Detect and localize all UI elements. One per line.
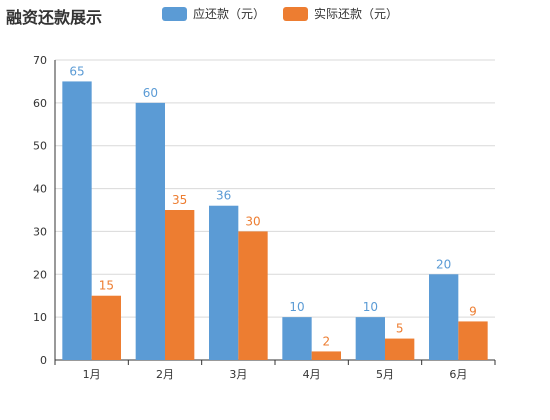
- chart-title: 融资还款展示: [6, 8, 103, 27]
- legend-swatch-expected: [162, 6, 187, 21]
- bar-expected[interactable]: [62, 81, 92, 360]
- bar-actual[interactable]: [458, 321, 488, 360]
- data-label: 60: [143, 86, 158, 100]
- x-tick-label: 4月: [303, 368, 321, 381]
- data-label: 36: [216, 189, 231, 203]
- bar-actual[interactable]: [385, 338, 415, 360]
- x-tick-label: 6月: [449, 368, 467, 381]
- x-tick-label: 5月: [376, 368, 394, 381]
- y-tick-label: 20: [33, 268, 47, 281]
- y-tick-label: 10: [33, 311, 47, 324]
- bar-expected[interactable]: [355, 317, 385, 360]
- data-label: 5: [396, 322, 404, 336]
- legend-label-expected: 应还款（元）: [193, 7, 266, 21]
- legend-swatch-actual: [283, 6, 309, 21]
- x-tick-label: 3月: [229, 368, 247, 381]
- y-tick-label: 70: [33, 54, 47, 67]
- legend-label-actual: 实际还款（元）: [314, 7, 399, 21]
- x-tick-label: 2月: [156, 368, 174, 381]
- bar-expected[interactable]: [429, 274, 459, 360]
- y-tick-label: 0: [40, 354, 47, 367]
- y-tick-label: 60: [33, 97, 47, 110]
- x-tick-label: 1月: [83, 368, 101, 381]
- data-label: 35: [172, 193, 187, 207]
- data-label: 15: [99, 279, 114, 293]
- data-label: 65: [69, 64, 84, 78]
- bar-actual[interactable]: [165, 210, 195, 360]
- data-label: 10: [289, 300, 304, 314]
- bar-expected[interactable]: [282, 317, 312, 360]
- bar-expected[interactable]: [209, 205, 239, 360]
- chart-legend: 应还款（元） 实际还款（元）: [162, 5, 416, 22]
- bar-actual[interactable]: [311, 351, 341, 360]
- data-label: 2: [323, 334, 331, 348]
- data-label: 30: [245, 214, 260, 228]
- y-tick-label: 30: [33, 225, 47, 238]
- bar-actual[interactable]: [238, 231, 268, 360]
- legend-item-actual[interactable]: 实际还款（元）: [283, 5, 398, 22]
- y-tick-label: 40: [33, 183, 47, 196]
- data-label: 9: [469, 304, 477, 318]
- data-label: 20: [436, 257, 451, 271]
- legend-item-expected[interactable]: 应还款（元）: [162, 5, 265, 22]
- bar-expected[interactable]: [135, 102, 165, 360]
- data-label: 10: [363, 300, 378, 314]
- y-tick-label: 50: [33, 140, 47, 153]
- bar-actual[interactable]: [91, 295, 121, 360]
